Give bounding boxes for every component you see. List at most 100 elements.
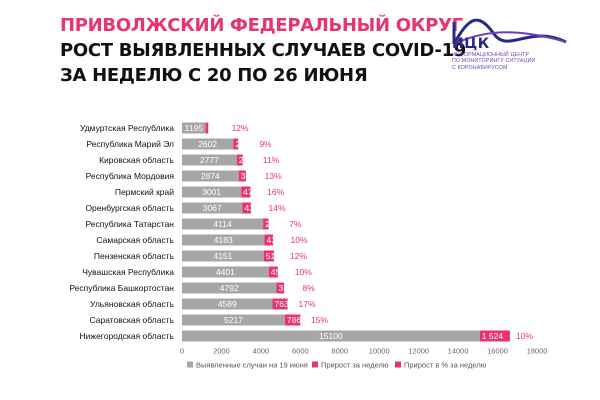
legend-swatch	[395, 361, 401, 368]
category-label: Нижегородская область	[80, 331, 175, 341]
value-label-percent: 7%	[289, 219, 302, 229]
value-label-increase: 432	[244, 203, 258, 213]
bar-base	[182, 122, 206, 134]
value-label-base: 4589	[218, 299, 237, 309]
bar-increase	[264, 234, 274, 246]
chart-title-line-1: ПРИВОЛЖСКИЙ ФЕДЕРАЛЬНЫЙ ОКРУГ	[60, 15, 463, 36]
x-tick-label: 6000	[292, 347, 309, 356]
bar-base	[182, 234, 265, 246]
legend-label: Прирост в % за неделю	[404, 361, 487, 370]
value-label-base: 2602	[198, 139, 217, 149]
logo-caption-line: ИНФОРМАЦИОННЫЙ ЦЕНТР	[452, 52, 530, 58]
legend-label: Выявленные случаи на 19 июня	[196, 361, 308, 370]
logo-caption-line: С КОРОНАВИРУСОМ	[452, 64, 508, 71]
value-label-base: 5217	[224, 315, 243, 325]
value-label-base: 3001	[202, 187, 221, 197]
bar-base	[182, 330, 480, 342]
value-label-percent: 10%	[290, 235, 307, 245]
value-label-percent: 11%	[263, 155, 280, 165]
bar-increase	[263, 218, 269, 230]
itsk-logo-icon	[452, 18, 567, 45]
value-label-increase: 513	[266, 251, 280, 261]
value-label-percent: 10%	[516, 331, 533, 341]
bar-base	[182, 202, 243, 214]
category-label: Оренбургская область	[85, 203, 174, 213]
value-label-percent: 8%	[303, 283, 316, 293]
value-label-increase: 366	[241, 171, 255, 181]
bar-base	[182, 170, 239, 182]
value-label-percent: 14%	[268, 203, 285, 213]
value-label-base: 15100	[319, 331, 343, 341]
legend-swatch	[312, 361, 318, 368]
x-tick-label: 4000	[253, 347, 270, 356]
category-label: Республика Мордовия	[86, 171, 175, 181]
bar-base	[182, 314, 285, 326]
value-label-base: 2777	[200, 155, 219, 165]
bar-increase	[205, 122, 209, 134]
x-axis: 0 2000 4000 6000 8000 10000 12000 14000 16000 180…	[180, 347, 548, 356]
category-label: Ульяновская область	[90, 299, 175, 309]
category-label: Республика Башкортостан	[69, 283, 174, 293]
legend: Выявленные случаи на 19 июня Прирост за н…	[187, 361, 487, 370]
value-label-increase: 276	[265, 219, 279, 229]
value-label-percent: 12%	[290, 251, 307, 261]
x-tick-label: 12000	[408, 347, 429, 356]
bar-base	[182, 138, 234, 150]
x-tick-label: 14000	[448, 347, 469, 356]
value-label-base: 4183	[214, 235, 233, 245]
bar-increase	[233, 138, 239, 150]
category-label: Самарская область	[96, 235, 174, 245]
value-label-increase: 299	[239, 155, 253, 165]
logo-caption: ИНФОРМАЦИОННЫЙ ЦЕНТР ПО МОНИТОРИНГУ СИТУ…	[452, 52, 577, 71]
logo-abbreviation: ИЦК	[452, 36, 490, 52]
bar-increase	[268, 266, 278, 278]
category-label: Чувашская Республика	[82, 267, 174, 277]
x-tick-label: 18000	[527, 347, 548, 356]
category-label: Республика Татарстан	[86, 219, 175, 229]
legend-label: Прирост за неделю	[321, 361, 389, 370]
category-labels: Удмуртская Республика Республика Марий Эл…	[69, 123, 174, 341]
category-label: Кировская область	[99, 155, 174, 165]
category-label: Пермский край	[115, 187, 174, 197]
value-label-increase: 459	[271, 267, 285, 277]
bars: 1195 139 12% 2602 247 9% 2777 299 11% 2874 366 13% 3…	[182, 122, 533, 342]
value-label-base: 1195	[185, 123, 204, 133]
bar-base	[182, 186, 242, 198]
value-label-percent: 9%	[259, 139, 272, 149]
x-tick-label: 8000	[331, 347, 348, 356]
bar-base	[182, 218, 264, 230]
value-label-base: 4114	[213, 219, 232, 229]
value-label-increase: 139	[208, 123, 222, 133]
value-label-percent: 15%	[311, 315, 328, 325]
value-label-increase: 1 524	[482, 331, 504, 341]
bar-increase	[272, 298, 288, 310]
bar-increase	[241, 186, 251, 198]
bar-base	[182, 298, 273, 310]
value-label-increase: 379	[279, 283, 293, 293]
value-label-increase: 473	[243, 187, 257, 197]
chart-title-line-3: ЗА НЕДЕЛЮ С 20 ПО 26 ИЮНЯ	[60, 65, 368, 86]
bar-increase	[263, 250, 274, 262]
x-tick-label: 2000	[213, 347, 230, 356]
bar-base	[182, 282, 277, 294]
value-label-increase: 247	[235, 139, 249, 149]
x-tick-label: 16000	[487, 347, 508, 356]
x-tick-label: 10000	[369, 347, 390, 356]
value-label-percent: 12%	[232, 123, 249, 133]
bar-increase	[479, 330, 510, 342]
category-label: Удмуртская Республика	[80, 123, 174, 133]
value-label-percent: 13%	[265, 171, 282, 181]
bar-increase	[242, 202, 252, 214]
value-label-base: 2874	[201, 171, 220, 181]
bar-increase	[236, 154, 243, 166]
bar-increase	[238, 170, 246, 182]
value-label-base: 4151	[213, 251, 232, 261]
bar-base	[182, 250, 264, 262]
value-label-percent: 16%	[267, 187, 284, 197]
value-label-increase: 786	[287, 315, 301, 325]
value-label-base: 4792	[220, 283, 239, 293]
x-tick-label: 0	[180, 347, 184, 356]
value-label-base: 4401	[216, 267, 235, 277]
category-label: Республика Марий Эл	[86, 139, 174, 149]
